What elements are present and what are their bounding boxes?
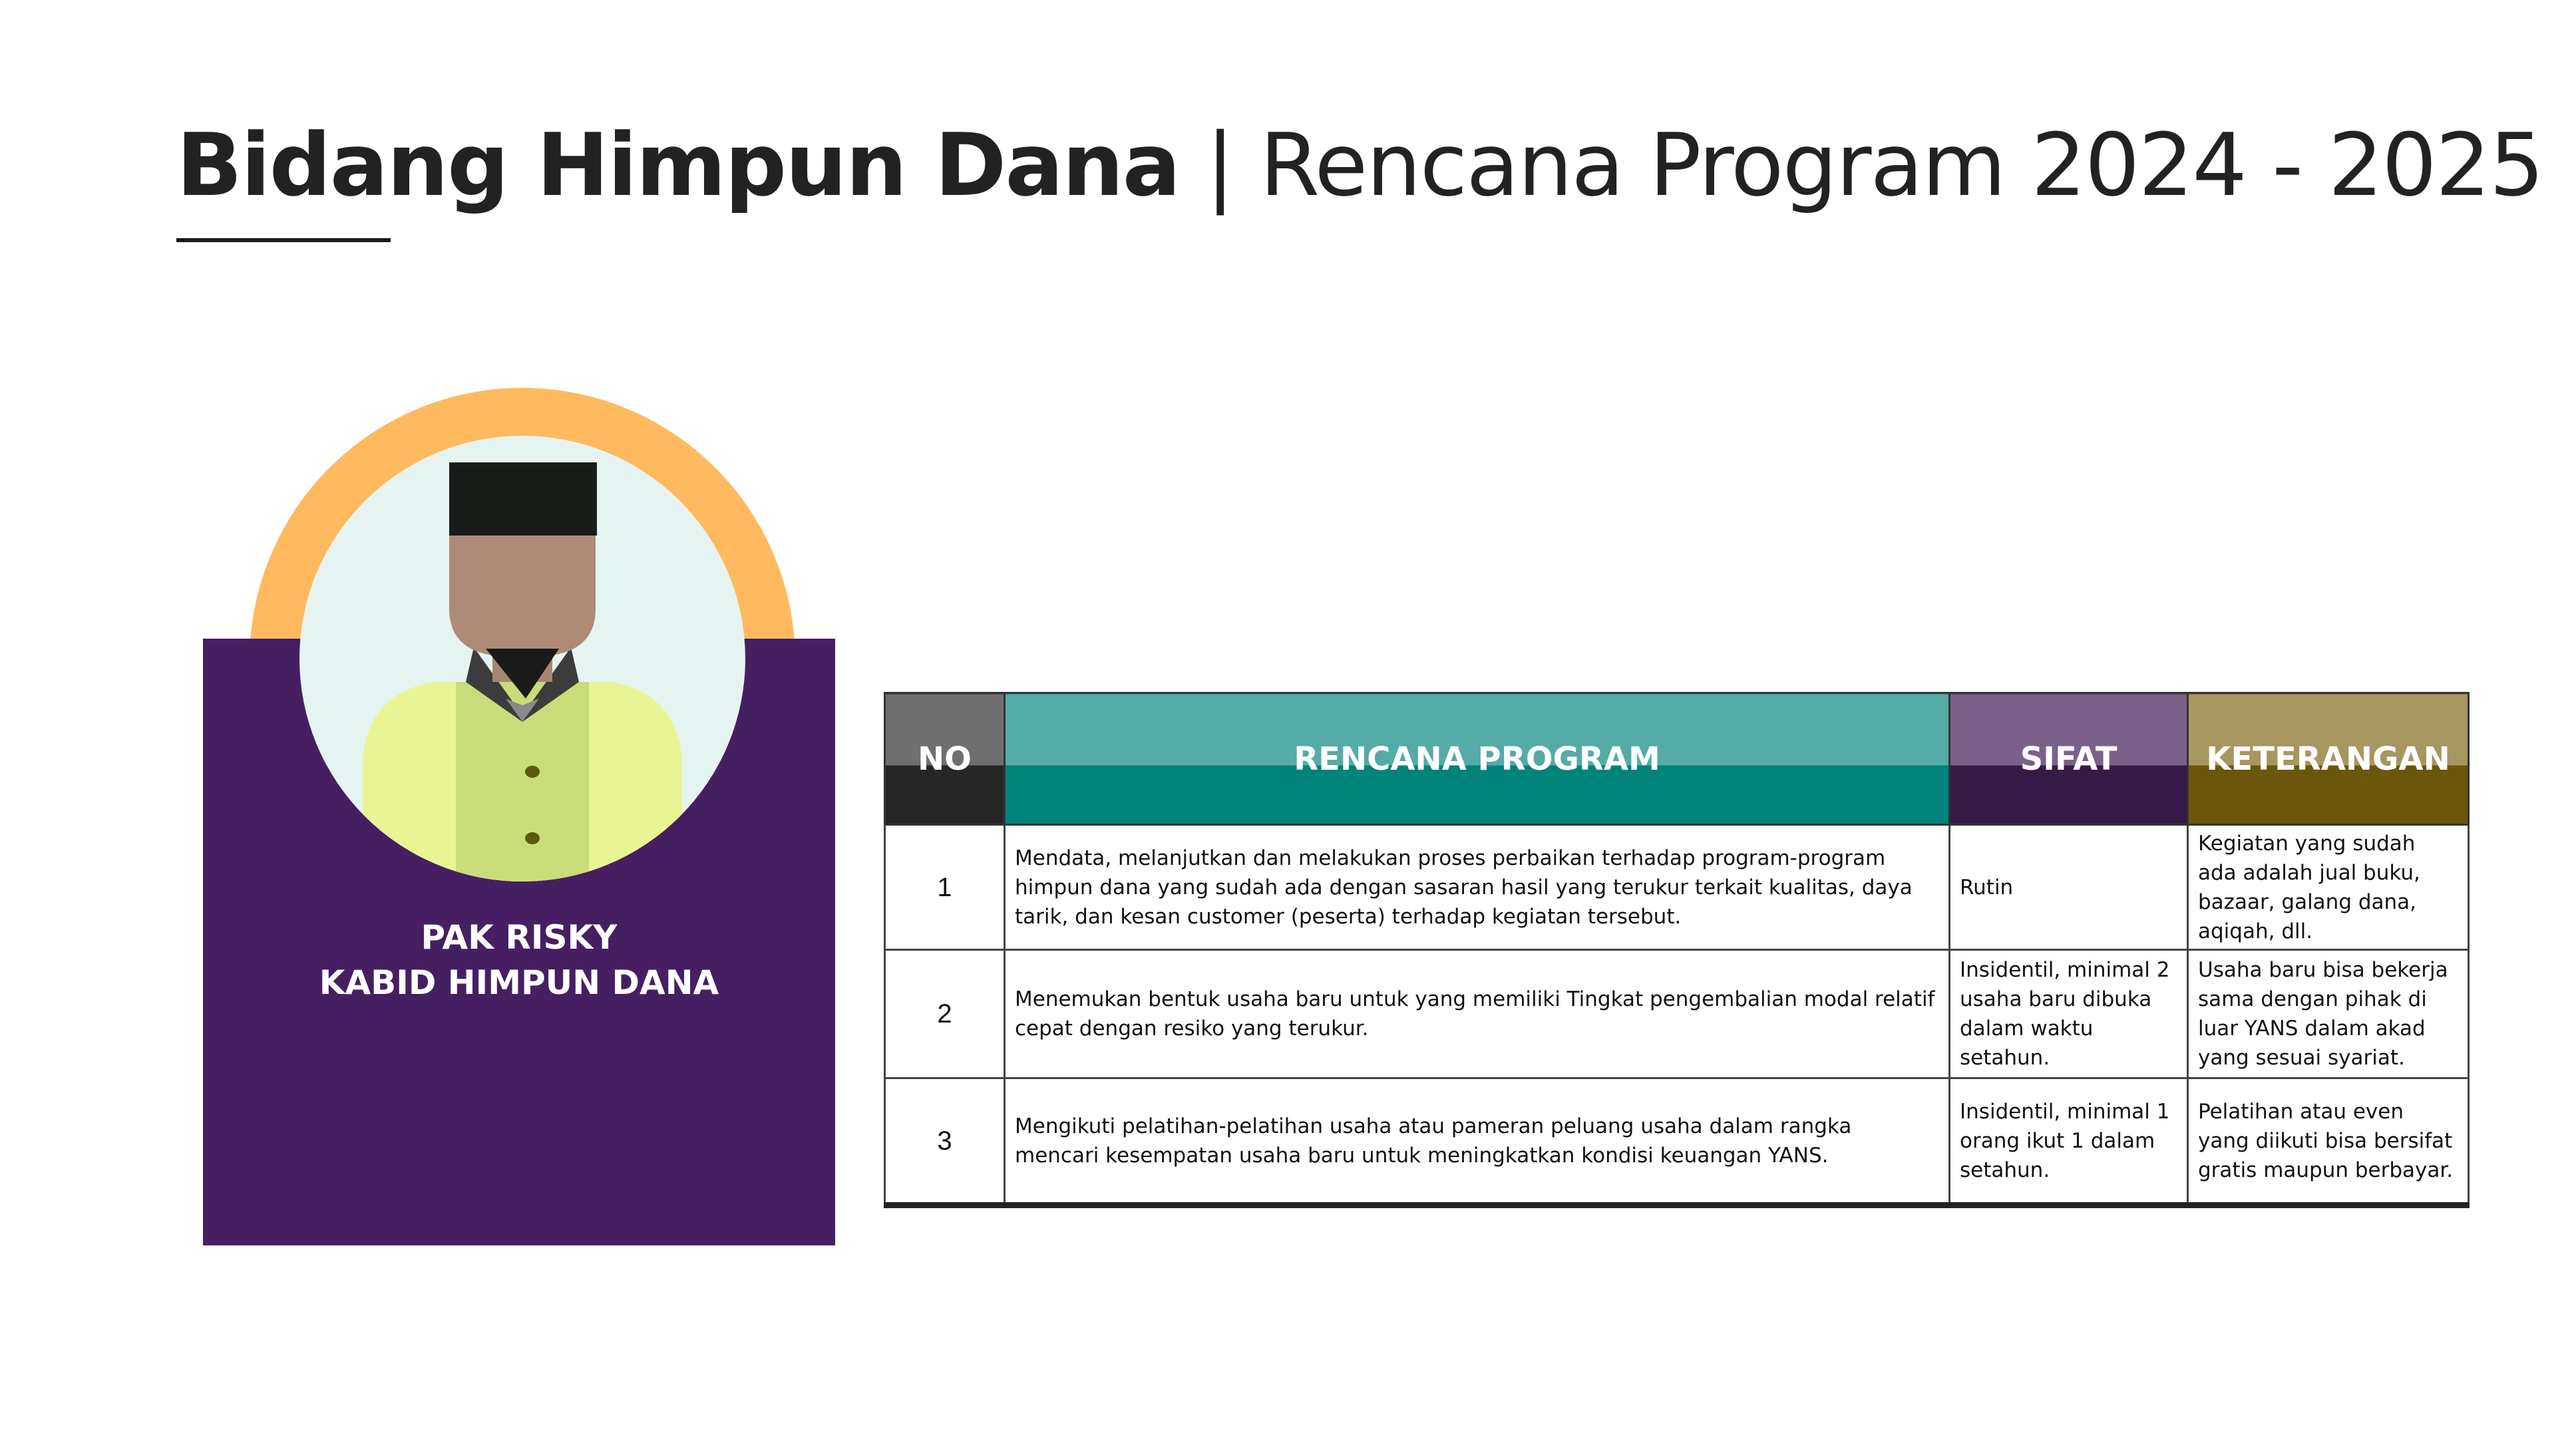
page-title-rest: | Rencana Program 2024 - 2025 (1179, 114, 2545, 216)
person-role: KABID HIMPUN DANA (319, 963, 719, 1002)
row-sifat: Insidentil, minimal 2 usaha baru dibuka … (1948, 949, 2189, 1079)
title-underline (176, 238, 391, 242)
page-title: Bidang Himpun Dana | Rencana Program 202… (176, 112, 2545, 218)
row-keterangan: Pelatihan atau even yang diikuti bisa be… (2187, 1077, 2470, 1208)
row-program: Mengikuti pelatihan-pelatihan usaha atau… (1004, 1077, 1950, 1208)
program-table: NO RENCANA PROGRAM SIFAT KETERANGAN 1 Me… (884, 692, 2470, 1208)
table-header-row: NO RENCANA PROGRAM SIFAT KETERANGAN (884, 692, 2470, 826)
table-row: 1 Mendata, melanjutkan dan melakukan pro… (884, 824, 2470, 951)
header-program: RENCANA PROGRAM (1004, 692, 1950, 826)
header-no: NO (884, 692, 1006, 826)
header-keterangan: KETERANGAN (2187, 692, 2470, 826)
row-sifat: Insidentil, minimal 1 orang ikut 1 dalam… (1948, 1077, 2189, 1208)
row-keterangan: Usaha baru bisa bekerja sama dengan piha… (2187, 949, 2470, 1079)
row-keterangan: Kegiatan yang sudah ada adalah jual buku… (2187, 824, 2470, 951)
table-row: 2 Menemukan bentuk usaha baru untuk yang… (884, 949, 2470, 1079)
person-name: PAK RISKY (421, 918, 618, 957)
row-number: 2 (884, 949, 1006, 1079)
row-program: Mendata, melanjutkan dan melakukan prose… (1004, 824, 1950, 951)
row-number: 3 (884, 1077, 1006, 1208)
table-row: 3 Mengikuti pelatihan-pelatihan usaha at… (884, 1077, 2470, 1208)
person-with-peci-icon (299, 436, 745, 882)
header-sifat: SIFAT (1948, 692, 2189, 826)
program-table-wrapper: NO RENCANA PROGRAM SIFAT KETERANGAN 1 Me… (884, 692, 2470, 1208)
row-number: 1 (884, 824, 1006, 951)
row-sifat: Rutin (1948, 824, 2189, 951)
page-title-bold: Bidang Himpun Dana (176, 114, 1181, 216)
row-program: Menemukan bentuk usaha baru untuk yang m… (1004, 949, 1950, 1079)
